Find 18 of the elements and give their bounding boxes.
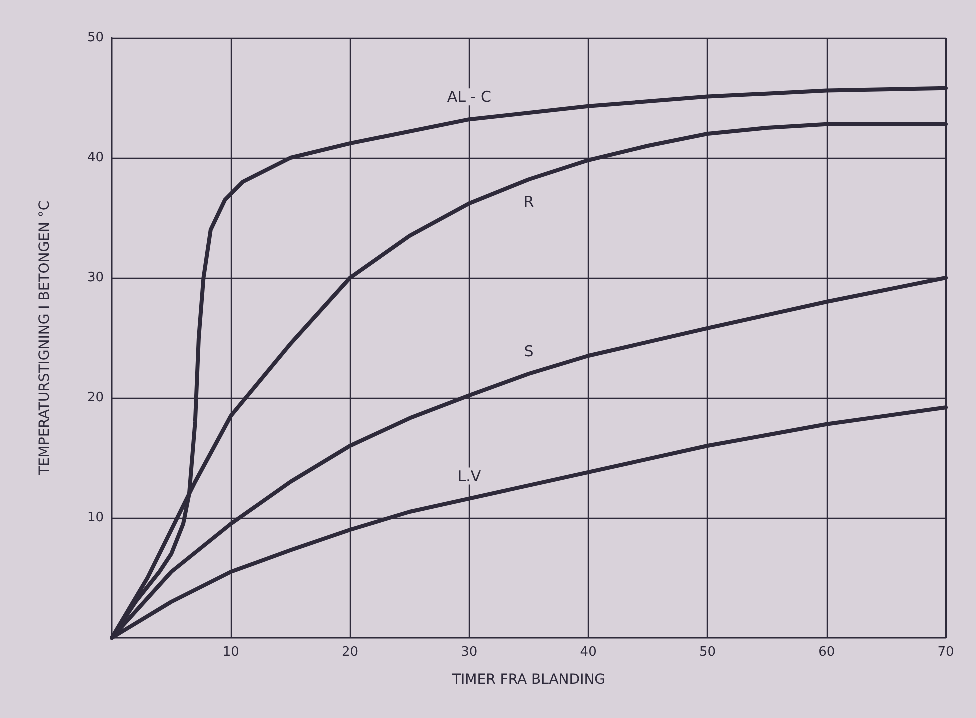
y-tick-label: 30 <box>87 270 104 286</box>
x-tick-label: 40 <box>580 645 597 660</box>
y-tick-label: 20 <box>87 390 104 406</box>
x-axis-title: TIMER FRA BLANDING <box>451 672 606 688</box>
y-tick-label: 40 <box>87 150 104 166</box>
x-tick-label: 20 <box>342 645 359 660</box>
series-label: R <box>524 193 534 212</box>
series-label: L.V <box>458 467 482 486</box>
y-tick-label: 10 <box>87 510 104 526</box>
series-label: S <box>524 342 534 360</box>
series-label: AL - C <box>447 88 492 106</box>
x-tick-label: 30 <box>461 645 478 660</box>
y-axis-title: TEMPERATURSTIGNING I BETONGEN °C <box>37 200 53 476</box>
x-tick-label: 50 <box>699 645 716 660</box>
x-tick-label: 70 <box>938 645 954 660</box>
x-tick-label: 60 <box>818 645 836 660</box>
y-tick-label: 50 <box>87 30 104 46</box>
x-tick-label: 10 <box>222 645 240 660</box>
